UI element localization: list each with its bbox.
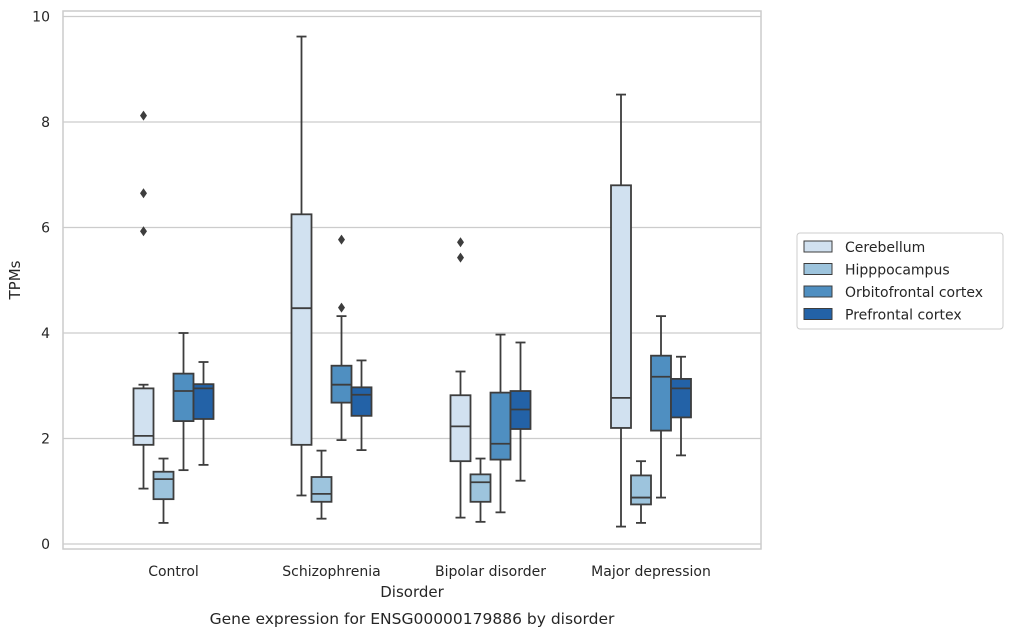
plot-frame [62, 10, 762, 550]
box-iqr [290, 213, 313, 446]
box-0-0 [132, 110, 155, 490]
x-tick-label: Bipolar disorder [435, 564, 546, 580]
box-2-1 [330, 234, 353, 441]
y-tick-label: 0 [41, 537, 50, 553]
legend-swatch [803, 263, 833, 275]
outlier-point [140, 188, 147, 199]
box-iqr [310, 476, 333, 503]
box-2-0 [172, 332, 195, 472]
x-axis-label: Disorder [380, 583, 444, 601]
outlier-point [338, 234, 345, 245]
legend-swatch [803, 285, 833, 298]
y-tick-labels: 0 2 4 6 8 10 [32, 10, 50, 554]
box-iqr [449, 394, 472, 463]
y-tick-label: 2 [41, 432, 50, 448]
box-iqr [132, 387, 155, 446]
outlier-point [140, 110, 147, 121]
outlier-point [457, 237, 464, 248]
box-2-3 [650, 315, 672, 499]
box-iqr [192, 383, 215, 420]
legend: Cerebellum Hipppocampus Orbitofrontal cort… [796, 232, 1004, 330]
y-tick-label: 10 [32, 10, 50, 26]
box-3-0 [192, 361, 215, 466]
y-gridlines [63, 15, 761, 545]
box-0-1 [290, 35, 313, 497]
outlier-point [338, 302, 345, 313]
box-iqr [350, 386, 373, 417]
outlier-point [140, 226, 147, 237]
box-3-1 [350, 359, 373, 452]
legend-label: Orbitofrontal cortex [845, 285, 983, 301]
box-iqr [469, 473, 492, 503]
legend-swatch [803, 308, 833, 320]
outlier-point [457, 252, 464, 263]
chart-caption: Gene expression for ENSG00000179886 by d… [210, 610, 615, 628]
legend-swatch [803, 240, 833, 253]
box-iqr [650, 354, 672, 432]
box-3-3 [670, 355, 692, 457]
box-iqr [489, 391, 512, 461]
x-tick-labels: Control Schizophrenia Bipolar disorder Majo… [148, 564, 711, 580]
box-1-1 [310, 449, 333, 520]
box-2-2 [489, 333, 512, 514]
y-axis-label: TPMs [6, 260, 24, 300]
x-tick-label: Major depression [591, 564, 711, 580]
box-1-0 [152, 457, 175, 524]
box-iqr [152, 470, 175, 501]
y-tick-label: 8 [41, 115, 50, 131]
y-tick-label: 4 [41, 326, 50, 342]
box-iqr [630, 474, 652, 506]
box-0-2 [449, 237, 472, 519]
box-3-2 [509, 341, 532, 482]
box-0-3 [610, 93, 632, 528]
y-tick-label: 6 [41, 221, 50, 237]
box-iqr [610, 184, 632, 429]
legend-label: Prefrontal cortex [845, 308, 962, 324]
legend-label: Cerebellum [845, 240, 925, 256]
legend-frame [796, 232, 1004, 330]
box-1-2 [469, 457, 492, 523]
box-iqr [172, 372, 195, 422]
x-tick-label: Control [148, 564, 199, 580]
x-tick-label: Schizophrenia [282, 564, 380, 580]
legend-label: Hipppocampus [845, 263, 950, 279]
box-plot-marks [132, 35, 692, 528]
box-iqr [670, 377, 692, 419]
box-1-3 [630, 460, 652, 524]
